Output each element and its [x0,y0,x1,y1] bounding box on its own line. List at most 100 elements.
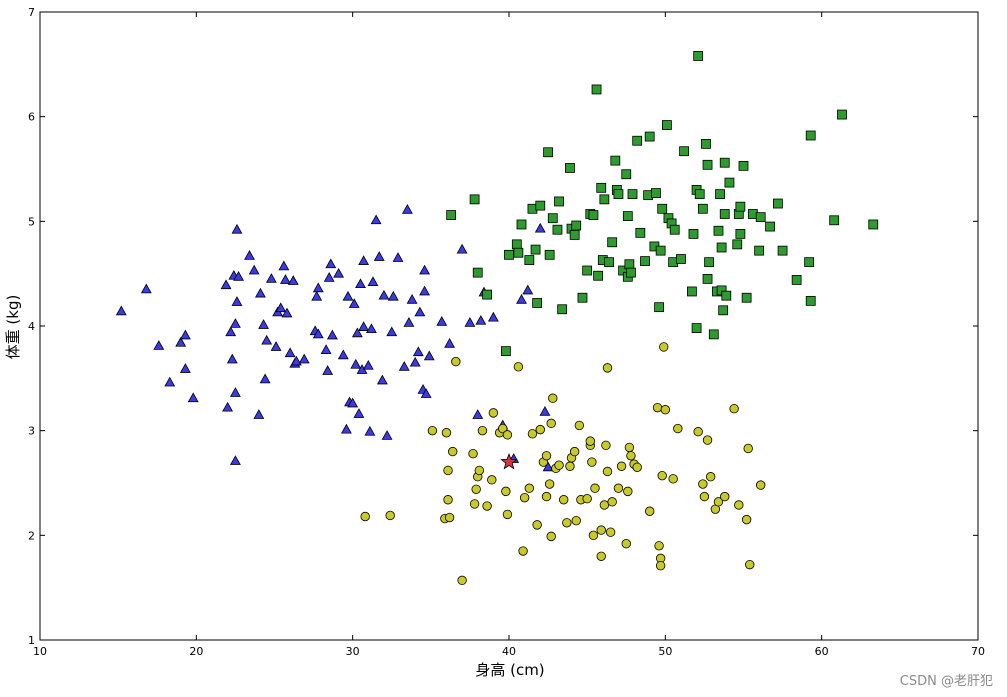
square-point [721,290,732,301]
square-point [607,237,618,248]
triangle-point [265,273,277,283]
y-tick-label: 2 [28,529,35,542]
square-point [627,189,638,200]
circle-point [702,435,713,445]
square-point [765,221,775,232]
circle-point [699,491,710,502]
triangle-point [229,455,241,465]
triangle-point [220,279,232,290]
triangle-point [381,430,393,440]
triangle-point [284,347,296,358]
square-point [621,169,632,180]
circle-point [673,423,683,434]
square-point [532,298,543,308]
circle-point [729,403,739,414]
circle-point [657,470,667,481]
y-axis-label: 体重 (kg) [4,295,22,360]
triangle-point [353,408,365,418]
square-point [577,292,588,303]
circle-point [532,520,542,530]
triangle-point [364,425,376,436]
triangle-point [248,264,260,275]
triangle-point [325,258,337,269]
triangle-point [475,314,487,325]
square-point [557,304,568,315]
triangle-point [522,284,534,295]
square-point [676,254,686,264]
square-point [547,213,558,224]
circle-point [477,425,488,436]
triangle-point [376,374,388,385]
circle-point [574,420,585,431]
square-point [513,247,524,258]
triangle-point [281,307,293,318]
square-point [472,267,483,278]
triangle-point [259,373,271,384]
triangle-point [419,285,431,296]
circle-point [571,515,581,526]
square-point [691,323,702,333]
square-point [632,135,643,146]
square-point [516,219,527,230]
square-point [679,146,689,157]
circle-point [474,465,484,476]
triangle-point [348,298,360,308]
square-point [544,249,555,260]
square-point [724,177,735,188]
triangle-point [275,302,287,313]
y-tick-label: 5 [28,215,35,228]
triangle-point [419,264,431,275]
triangle-point [342,290,354,301]
triangle-point [401,204,413,214]
square-point [772,198,783,209]
triangle-point [472,409,484,419]
circle-point [624,442,635,453]
square-point [719,209,730,219]
circle-point [659,342,669,352]
triangle-point [298,353,310,364]
x-axis-label: 身高 (cm) [475,661,544,679]
circle-point [427,425,438,436]
triangle-point [370,214,382,225]
circle-point [524,483,535,493]
square-point [552,224,563,235]
square-point [644,131,655,142]
triangle-point [534,222,546,233]
y-tick-label: 6 [28,111,35,124]
circle-point [755,480,766,490]
circle-point [541,451,552,461]
circle-point [607,497,617,507]
triangle-point [406,294,418,304]
triangle-point [270,341,282,351]
circle-point [734,500,744,510]
square-point [791,275,802,285]
square-point [655,245,666,256]
square-point [829,215,840,226]
triangle-point [355,278,366,289]
triangle-point [414,306,426,317]
square-point [596,182,607,193]
plot-area [39,11,979,641]
triangle-point [278,260,290,271]
square-point [591,84,602,95]
triangle-point [378,289,390,300]
square-point [837,109,847,120]
circle-point [546,418,556,429]
square-point [613,189,624,200]
triangle-point [444,337,456,348]
square-point [719,157,730,168]
triangle-point [350,358,362,369]
triangle-point [351,327,363,338]
circle-point [565,461,575,471]
circle-point [654,541,664,551]
circle-point [720,491,730,502]
square-point [543,147,553,158]
triangle-point [358,321,370,331]
x-tick-label: 20 [189,645,203,658]
circle-point [502,509,513,520]
square-point [565,163,575,173]
square-point [735,228,746,239]
triangle-point [340,423,352,434]
square-point [654,302,664,313]
triangle-point [179,329,191,340]
